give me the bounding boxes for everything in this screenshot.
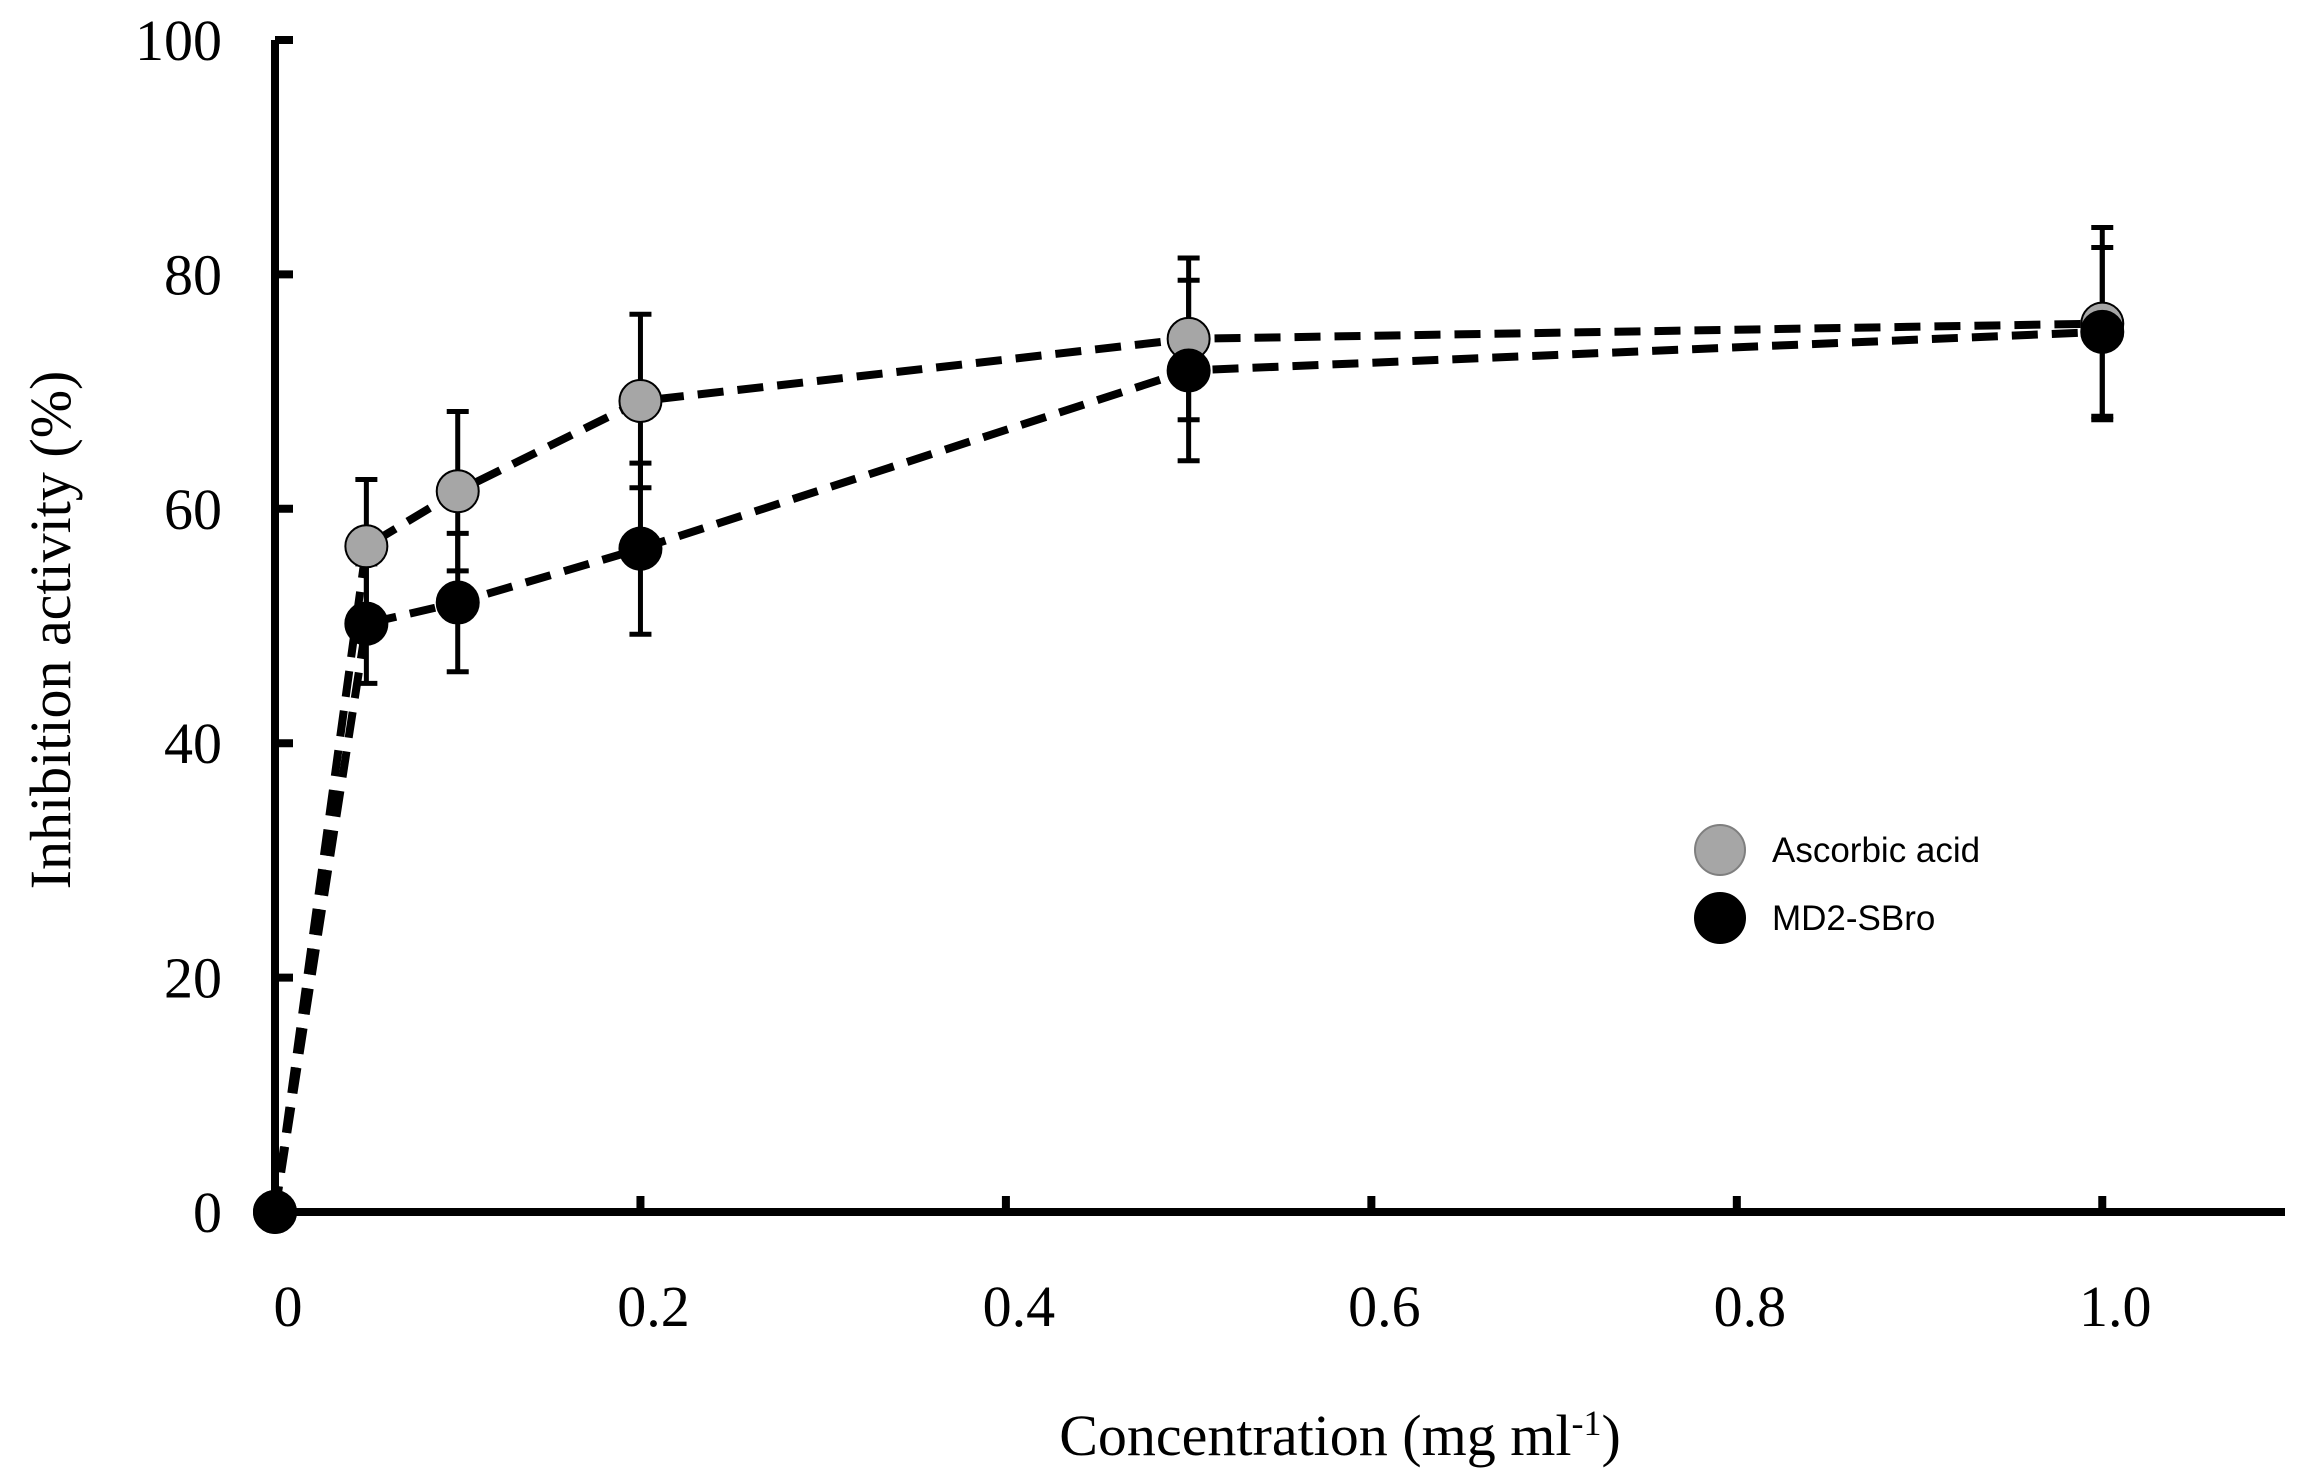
legend: Ascorbic acid MD2-SBro	[1694, 824, 1980, 944]
axes: 0 0.2 0.4 0.6 0.8 1.0 0 20 40 60 80 100	[135, 8, 2285, 1339]
y-tick-label: 0	[193, 1180, 222, 1245]
legend-item-md2-sbro: MD2-SBro	[1694, 892, 1935, 944]
data-point-ascorbic-acid	[435, 469, 480, 514]
legend-label-md2-sbro: MD2-SBro	[1772, 899, 1935, 938]
y-tick-label: 80	[164, 242, 222, 307]
legend-label-ascorbic-acid: Ascorbic acid	[1772, 831, 1980, 870]
legend-marker-md2-sbro	[1694, 892, 1746, 944]
data-point-md2-sbro	[618, 526, 663, 571]
legend-item-ascorbic-acid: Ascorbic acid	[1694, 824, 1980, 876]
x-tick-label: 0.6	[1348, 1274, 1421, 1339]
data-point-md2-sbro	[2080, 309, 2125, 354]
x-tick-label: 0.2	[617, 1274, 690, 1339]
data-markers	[253, 301, 2125, 1234]
y-axis-ticks: 0 20 40 60 80 100	[135, 8, 293, 1245]
x-tick-label: 0.4	[983, 1274, 1056, 1339]
x-axis-title-main: Concentration (mg ml	[1059, 1403, 1571, 1468]
y-tick-label: 40	[164, 711, 222, 776]
x-tick-label: 1.0	[2079, 1274, 2152, 1339]
data-point-md2-sbro	[1166, 348, 1211, 393]
x-tick-label: 0.8	[1714, 1274, 1787, 1339]
legend-marker-ascorbic-acid	[1694, 824, 1746, 876]
y-tick-label: 100	[135, 8, 222, 73]
series-lines	[271, 319, 2103, 1213]
data-point-ascorbic-acid	[344, 524, 389, 569]
y-tick-label: 20	[164, 946, 222, 1011]
x-axis-title-superscript: -1	[1571, 1403, 1601, 1443]
data-point-ascorbic-acid	[618, 378, 663, 423]
data-point-md2-sbro	[344, 601, 389, 646]
x-axis-ticks: 0 0.2 0.4 0.6 0.8 1.0	[274, 1196, 2152, 1339]
x-axis-title: Concentration (mg ml-1)	[1059, 1403, 1621, 1468]
y-tick-label: 60	[164, 477, 222, 542]
x-tick-label: 0	[274, 1274, 303, 1339]
x-axis-title-end: )	[1601, 1403, 1620, 1468]
error-bars	[355, 225, 2114, 686]
y-axis-title: Inhibition activity (%)	[18, 371, 83, 890]
series-line-ascorbic-acid	[271, 319, 2103, 1213]
series-line-md2-sbro	[271, 327, 2103, 1213]
data-point-md2-sbro	[435, 580, 480, 625]
